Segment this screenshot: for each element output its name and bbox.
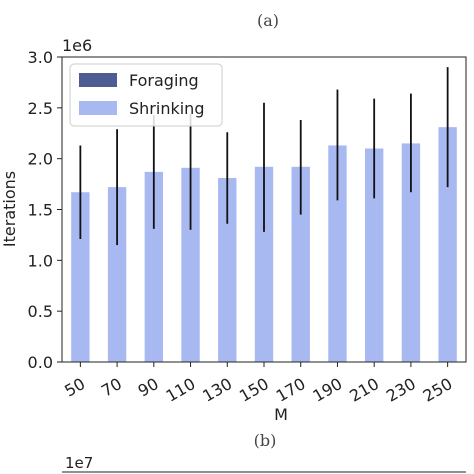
x-tick-label: 90 xyxy=(135,374,162,401)
y-tick-label: 0.0 xyxy=(28,353,53,372)
y-exponent-label: 1e6 xyxy=(62,36,92,55)
legend-label-foraging: Foraging xyxy=(129,71,199,90)
caption-a: (a) xyxy=(257,11,279,30)
y-tick-label: 3.0 xyxy=(28,48,53,67)
x-tick-label: 110 xyxy=(163,374,199,406)
x-tick-label: 70 xyxy=(98,374,125,401)
bar-shrinking-230 xyxy=(401,143,421,362)
bar-shrinking-170 xyxy=(291,166,310,362)
x-tick-label: 130 xyxy=(199,374,235,406)
y-tick-label: 2.5 xyxy=(28,99,53,118)
bar-shrinking-190 xyxy=(328,145,347,362)
bar-shrinking-90 xyxy=(144,171,163,362)
bar-shrinking-70 xyxy=(107,187,127,362)
legend-swatch-shrinking xyxy=(79,101,117,115)
x-tick-label: 250 xyxy=(420,374,456,406)
x-tick-label: 210 xyxy=(346,374,382,406)
legend-swatch-foraging xyxy=(79,73,117,87)
legend-label-shrinking: Shrinking xyxy=(129,99,204,118)
caption-b: (b) xyxy=(254,431,277,450)
x-tick-label: 150 xyxy=(236,374,272,406)
x-tick-label: 190 xyxy=(310,374,346,406)
x-tick-label: 50 xyxy=(61,374,88,401)
bar-chart: 0.00.51.01.52.02.53.050 70 90 110 130 150 170 1… xyxy=(0,36,467,424)
y-tick-label: 1.5 xyxy=(28,201,53,220)
y-tick-label: 2.0 xyxy=(28,150,53,169)
x-axis-label: M xyxy=(274,405,288,424)
y-tick-label: 1.0 xyxy=(28,251,53,270)
y-axis-label: Iterations xyxy=(0,171,19,247)
bar-shrinking-130 xyxy=(218,177,237,362)
bar-shrinking-150 xyxy=(254,166,274,362)
bar-shrinking-50 xyxy=(71,192,90,362)
y-tick-label: 0.5 xyxy=(28,302,53,321)
next-panel-fragment: 1e7 xyxy=(62,454,466,473)
bar-shrinking-250 xyxy=(438,127,457,363)
x-tick-label: 170 xyxy=(273,374,309,406)
bar-shrinking-110 xyxy=(181,167,200,362)
x-tick-label: 230 xyxy=(383,374,419,406)
bar-shrinking-210 xyxy=(365,148,384,362)
next-panel-exponent: 1e7 xyxy=(65,454,93,472)
